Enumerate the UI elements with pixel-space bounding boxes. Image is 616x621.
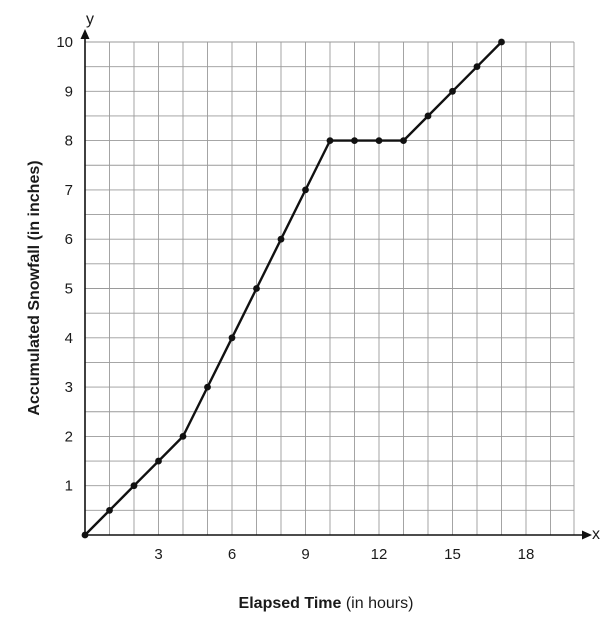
y-tick-label: 5 [65,281,73,298]
y-axis-label: Accumulated Snowfall (in inches) [26,160,43,415]
data-point [302,186,309,194]
x-axis-label: Elapsed Time (in hours) [239,595,414,612]
data-point [106,506,113,514]
x-axis-label-unit: (in hours) [341,595,413,612]
data-point [351,137,358,145]
x-axis-name: x [592,526,600,543]
y-tick-label: 6 [65,231,73,248]
x-tick-label: 12 [371,546,388,563]
y-tick-label: 7 [65,182,73,199]
y-tick-label: 2 [65,428,73,445]
series [81,38,505,539]
x-axis-arrow [582,530,592,540]
data-point [424,112,432,120]
axes [80,29,592,540]
y-tick-label: 1 [65,478,73,495]
y-tick-label: 9 [65,83,73,100]
data-point [155,457,162,465]
data-point [277,235,285,243]
data-point [179,433,187,440]
y-tick-label: 8 [65,133,73,150]
grid [85,41,575,535]
data-point [400,137,407,145]
data-point [449,87,456,95]
data-point [498,38,505,46]
data-point [228,334,236,342]
y-axis-arrow [80,29,90,39]
x-tick-label: 18 [518,546,535,563]
series-line [83,40,503,537]
y-axis-label-unit: (in inches) [26,160,43,244]
data-point [375,137,383,145]
x-tick-label: 9 [301,546,309,563]
x-axis-label-main: Elapsed Time [239,595,342,612]
data-point [81,531,89,539]
y-axis-label-main: Accumulated Snowfall [26,245,43,416]
x-tick-label: 6 [228,546,236,563]
data-point [130,482,138,490]
x-tick-label: 15 [444,546,461,563]
y-axis-name: y [86,11,94,28]
y-tick-label: 4 [65,330,73,347]
data-point [473,63,481,71]
x-tick-label: 3 [154,546,162,563]
data-point [253,285,260,292]
y-tick-label: 3 [65,379,73,396]
data-point [326,137,334,145]
data-point [204,383,211,391]
y-tick-label: 10 [56,34,73,51]
